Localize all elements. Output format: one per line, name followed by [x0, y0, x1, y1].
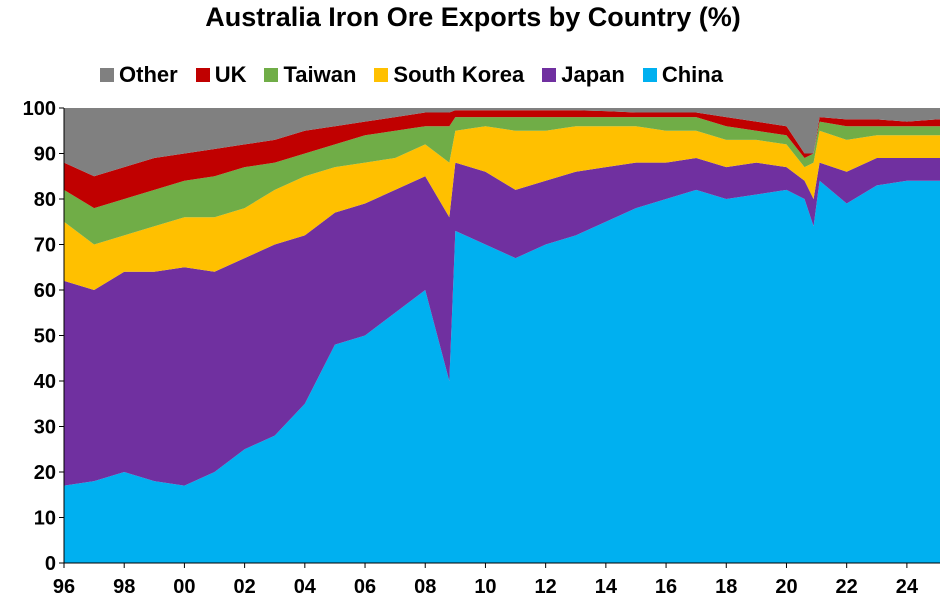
legend-item-south-korea: South Korea: [374, 62, 524, 88]
legend-label: China: [661, 62, 723, 87]
legend-item-other: Other: [100, 62, 178, 88]
x-tick-label: 08: [414, 576, 436, 598]
legend-item-uk: UK: [195, 62, 247, 88]
legend-label: UK: [214, 62, 247, 87]
y-tick-label: 60: [34, 280, 56, 302]
y-tick-label: 100: [23, 98, 56, 120]
legend-swatch: [542, 68, 557, 82]
y-tick-label: 90: [34, 144, 56, 166]
x-tick-label: 06: [354, 576, 376, 598]
area-japan: [64, 158, 940, 486]
x-tick-label: 14: [595, 576, 618, 598]
legend-label: Other: [119, 62, 178, 87]
y-tick-label: 70: [34, 235, 56, 257]
area-uk: [64, 110, 940, 209]
y-tick-label: 80: [34, 189, 56, 211]
x-tick-label: 24: [896, 576, 919, 598]
chart-title: Australia Iron Ore Exports by Country (%…: [205, 2, 741, 32]
x-tick-label: 04: [294, 576, 317, 598]
legend-swatch: [100, 68, 114, 82]
x-tick-label: 02: [233, 576, 255, 598]
legend-label: Taiwan: [283, 62, 357, 87]
area-taiwan: [64, 117, 940, 245]
legend-item-japan: Japan: [542, 62, 625, 88]
legend-label: South Korea: [393, 62, 525, 87]
x-tick-label: 12: [535, 576, 557, 598]
legend-swatch: [374, 68, 389, 82]
x-tick-label: 18: [715, 576, 737, 598]
legend-label: Japan: [561, 62, 625, 87]
legend-swatch: [642, 68, 657, 82]
area-china: [64, 180, 940, 564]
legend-item-taiwan: Taiwan: [264, 62, 356, 88]
x-tick-label: 10: [474, 576, 496, 598]
y-tick-label: 50: [34, 326, 56, 348]
y-tick-label: 20: [34, 462, 56, 484]
x-tick-label: 22: [836, 576, 858, 598]
legend-item-china: China: [642, 62, 723, 88]
y-tick-label: 0: [45, 553, 56, 575]
x-tick-label: 98: [113, 576, 135, 598]
area-south-korea: [64, 126, 940, 290]
legend-swatch: [195, 68, 210, 82]
x-tick-label: 96: [53, 576, 75, 598]
y-tick-label: 40: [34, 371, 56, 393]
legend: Other UK Taiwan South Korea Japan China: [100, 62, 723, 88]
x-tick-label: 16: [655, 576, 677, 598]
y-tick-label: 30: [34, 417, 56, 439]
area-other: [64, 108, 940, 177]
legend-swatch: [264, 68, 279, 82]
x-tick-label: 00: [173, 576, 195, 598]
x-tick-label: 20: [775, 576, 797, 598]
y-tick-label: 10: [34, 508, 56, 530]
